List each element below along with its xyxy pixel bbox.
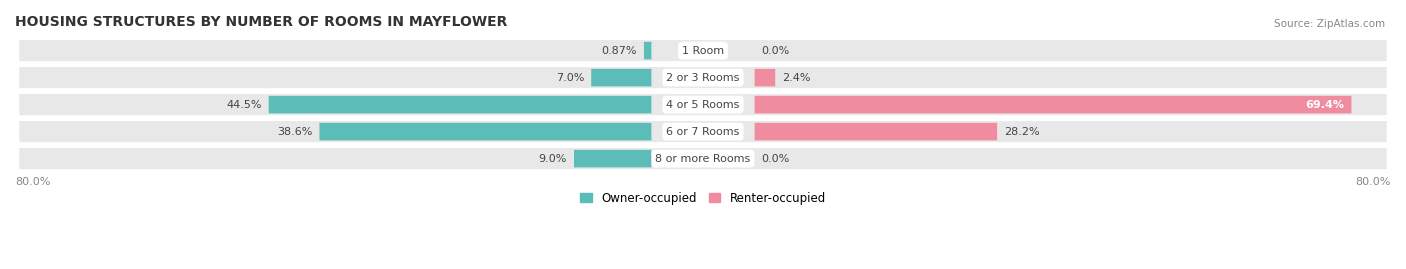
FancyBboxPatch shape: [20, 94, 1386, 115]
Text: 80.0%: 80.0%: [1355, 177, 1391, 187]
Text: 1 Room: 1 Room: [682, 46, 724, 56]
Legend: Owner-occupied, Renter-occupied: Owner-occupied, Renter-occupied: [575, 187, 831, 209]
Text: 2 or 3 Rooms: 2 or 3 Rooms: [666, 73, 740, 83]
FancyBboxPatch shape: [269, 96, 651, 113]
Text: 69.4%: 69.4%: [1306, 100, 1344, 109]
Text: 38.6%: 38.6%: [277, 127, 312, 137]
FancyBboxPatch shape: [755, 69, 775, 86]
Text: 9.0%: 9.0%: [538, 154, 567, 164]
FancyBboxPatch shape: [20, 40, 1386, 61]
FancyBboxPatch shape: [755, 123, 997, 140]
Text: 0.87%: 0.87%: [602, 46, 637, 56]
Text: 28.2%: 28.2%: [1004, 127, 1039, 137]
FancyBboxPatch shape: [20, 67, 1386, 88]
Text: 0.0%: 0.0%: [762, 154, 790, 164]
FancyBboxPatch shape: [591, 69, 651, 86]
Text: 4 or 5 Rooms: 4 or 5 Rooms: [666, 100, 740, 109]
Text: 8 or more Rooms: 8 or more Rooms: [655, 154, 751, 164]
FancyBboxPatch shape: [755, 96, 1351, 113]
Text: 2.4%: 2.4%: [782, 73, 811, 83]
FancyBboxPatch shape: [644, 42, 651, 59]
Text: Source: ZipAtlas.com: Source: ZipAtlas.com: [1274, 19, 1385, 29]
Text: 44.5%: 44.5%: [226, 100, 262, 109]
FancyBboxPatch shape: [20, 121, 1386, 142]
Text: 6 or 7 Rooms: 6 or 7 Rooms: [666, 127, 740, 137]
Text: 7.0%: 7.0%: [555, 73, 585, 83]
Text: 0.0%: 0.0%: [762, 46, 790, 56]
Text: 80.0%: 80.0%: [15, 177, 51, 187]
FancyBboxPatch shape: [20, 148, 1386, 169]
FancyBboxPatch shape: [319, 123, 651, 140]
Text: HOUSING STRUCTURES BY NUMBER OF ROOMS IN MAYFLOWER: HOUSING STRUCTURES BY NUMBER OF ROOMS IN…: [15, 15, 508, 29]
FancyBboxPatch shape: [574, 150, 651, 167]
